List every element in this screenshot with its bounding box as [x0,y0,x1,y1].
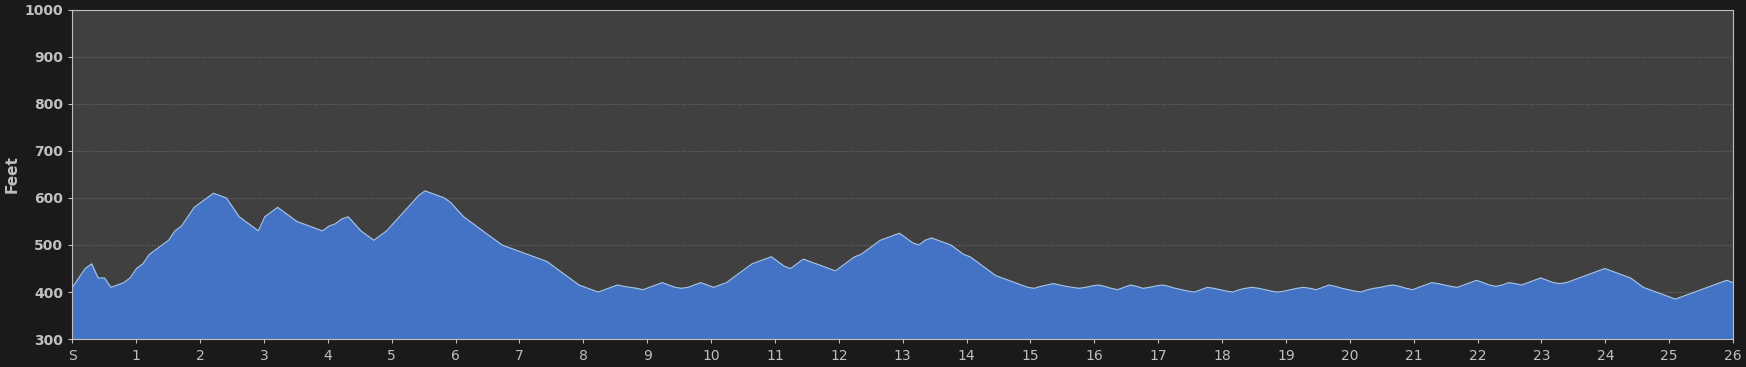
Y-axis label: Feet: Feet [3,156,19,193]
